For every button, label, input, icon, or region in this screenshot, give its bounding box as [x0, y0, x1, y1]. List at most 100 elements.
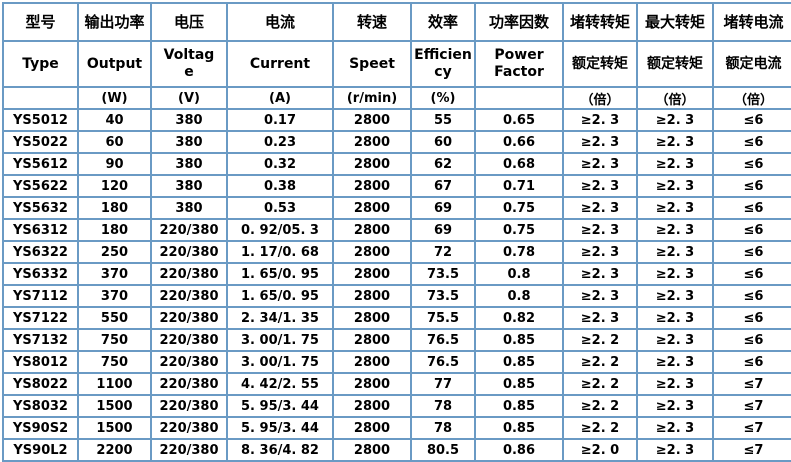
cell-type: YS6312	[2, 218, 79, 242]
cell-efficiency: 76.5	[410, 350, 476, 374]
cell-efficiency: 60	[410, 130, 476, 154]
cell-speed: 2800	[332, 306, 412, 330]
cell-locked-rotor-current: ≤6	[712, 130, 791, 154]
table-body: YS5012 40 380 0.17 2800 55 0.65 ≥2. 3 ≥2. 3 ≤6 YS5…	[2, 108, 791, 462]
cell-type: YS6332	[2, 262, 79, 286]
cell-locked-rotor-current: ≤6	[712, 174, 791, 198]
header-en-current: Current	[226, 40, 334, 88]
table-row: YS8012 750 220/380 3. 00/1. 75 2800 76.5 0.85 ≥…	[2, 350, 791, 374]
cell-power-factor: 0.85	[474, 328, 564, 352]
cell-current: 3. 00/1. 75	[226, 328, 334, 352]
cell-max-torque: ≥2. 3	[636, 174, 714, 198]
cell-max-torque: ≥2. 3	[636, 108, 714, 132]
table-row: YS6332 370 220/380 1. 65/0. 95 2800 73.5 0.8 ≥2…	[2, 262, 791, 286]
cell-max-torque: ≥2. 3	[636, 416, 714, 440]
cell-max-torque: ≥2. 3	[636, 328, 714, 352]
cell-efficiency: 78	[410, 394, 476, 418]
cell-speed: 2800	[332, 218, 412, 242]
cell-current: 0.17	[226, 108, 334, 132]
cell-output: 60	[77, 130, 152, 154]
cell-locked-rotor-current: ≤6	[712, 328, 791, 352]
unit-type	[2, 86, 79, 110]
cell-max-torque: ≥2. 3	[636, 152, 714, 176]
table-row: YS8022 1100 220/380 4. 42/2. 55 2800 77 0.85 ≥2…	[2, 372, 791, 396]
cell-speed: 2800	[332, 350, 412, 374]
table-row: YS7132 750 220/380 3. 00/1. 75 2800 76.5 0.85 ≥…	[2, 328, 791, 352]
table-row: YS8032 1500 220/380 5. 95/3. 44 2800 78 0.85 ≥2…	[2, 394, 791, 418]
cell-type: YS5612	[2, 152, 79, 176]
cell-power-factor: 0.85	[474, 372, 564, 396]
cell-max-torque: ≥2. 3	[636, 196, 714, 220]
unit-current: (A)	[226, 86, 334, 110]
unit-output: (W)	[77, 86, 152, 110]
cell-current: 1. 65/0. 95	[226, 284, 334, 308]
cell-locked-rotor-current: ≤7	[712, 394, 791, 418]
table-row: YS7122 550 220/380 2. 34/1. 35 2800 75.5 0.82 ≥…	[2, 306, 791, 330]
cell-locked-rotor-torque: ≥2. 3	[562, 108, 638, 132]
cell-output: 40	[77, 108, 152, 132]
cell-output: 180	[77, 218, 152, 242]
cell-current: 3. 00/1. 75	[226, 350, 334, 374]
cell-efficiency: 78	[410, 416, 476, 440]
cell-locked-rotor-current: ≤6	[712, 284, 791, 308]
cell-efficiency: 67	[410, 174, 476, 198]
table-row: YS5612 90 380 0.32 2800 62 0.68 ≥2. 3 ≥2. 3 ≤6	[2, 152, 791, 176]
cell-output: 90	[77, 152, 152, 176]
cell-locked-rotor-current: ≤6	[712, 350, 791, 374]
cell-type: YS5632	[2, 196, 79, 220]
cell-power-factor: 0.85	[474, 350, 564, 374]
cell-locked-rotor-current: ≤7	[712, 438, 791, 462]
header-cn-efficiency: 效率	[410, 2, 476, 42]
cell-voltage: 380	[150, 174, 228, 198]
cell-voltage: 220/380	[150, 372, 228, 396]
unit-max-torque: （倍）	[636, 86, 714, 110]
cell-locked-rotor-torque: ≥2. 2	[562, 372, 638, 396]
header-en-power-factor: Power Factor	[474, 40, 564, 88]
cell-speed: 2800	[332, 240, 412, 264]
cell-current: 8. 36/4. 82	[226, 438, 334, 462]
cell-type: YS5622	[2, 174, 79, 198]
header-cn-type: 型号	[2, 2, 79, 42]
header-cn-voltage: 电压	[150, 2, 228, 42]
cell-speed: 2800	[332, 416, 412, 440]
cell-locked-rotor-torque: ≥2. 3	[562, 284, 638, 308]
cell-output: 370	[77, 284, 152, 308]
unit-speed: (r/min)	[332, 86, 412, 110]
header-cn-current: 电流	[226, 2, 334, 42]
cell-speed: 2800	[332, 328, 412, 352]
cell-voltage: 220/380	[150, 416, 228, 440]
cell-locked-rotor-current: ≤7	[712, 416, 791, 440]
cell-voltage: 220/380	[150, 328, 228, 352]
cell-efficiency: 69	[410, 218, 476, 242]
cell-output: 1500	[77, 394, 152, 418]
cell-locked-rotor-current: ≤6	[712, 262, 791, 286]
cell-max-torque: ≥2. 3	[636, 262, 714, 286]
cell-type: YS8032	[2, 394, 79, 418]
header-cn-locked-rotor-torque: 堵转转矩	[562, 2, 638, 42]
cell-locked-rotor-current: ≤7	[712, 372, 791, 396]
cell-current: 5. 95/3. 44	[226, 394, 334, 418]
header-row-en: Type Output Voltag e Current Speet Effic…	[2, 40, 791, 88]
cell-power-factor: 0.65	[474, 108, 564, 132]
cell-voltage: 220/380	[150, 350, 228, 374]
cell-locked-rotor-current: ≤6	[712, 108, 791, 132]
cell-locked-rotor-torque: ≥2. 2	[562, 416, 638, 440]
header-row-cn: 型号 输出功率 电压 电流 转速 效率 功率因数 堵转转矩 最大转矩 堵转电流	[2, 2, 791, 42]
cell-output: 180	[77, 196, 152, 220]
cell-type: YS6322	[2, 240, 79, 264]
table-header: 型号 输出功率 电压 电流 转速 效率 功率因数 堵转转矩 最大转矩 堵转电流 …	[2, 2, 791, 110]
cell-locked-rotor-torque: ≥2. 3	[562, 306, 638, 330]
cell-locked-rotor-current: ≤6	[712, 152, 791, 176]
header-en-rated-torque-1: 额定转矩	[562, 40, 638, 88]
cell-voltage: 220/380	[150, 240, 228, 264]
cell-output: 120	[77, 174, 152, 198]
cell-efficiency: 73.5	[410, 262, 476, 286]
cell-type: YS5012	[2, 108, 79, 132]
unit-locked-rotor-current: （倍）	[712, 86, 791, 110]
header-en-type: Type	[2, 40, 79, 88]
header-en-rated-torque-2: 额定转矩	[636, 40, 714, 88]
cell-type: YS8022	[2, 372, 79, 396]
header-cn-speed: 转速	[332, 2, 412, 42]
cell-max-torque: ≥2. 3	[636, 306, 714, 330]
cell-current: 0. 92/05. 3	[226, 218, 334, 242]
